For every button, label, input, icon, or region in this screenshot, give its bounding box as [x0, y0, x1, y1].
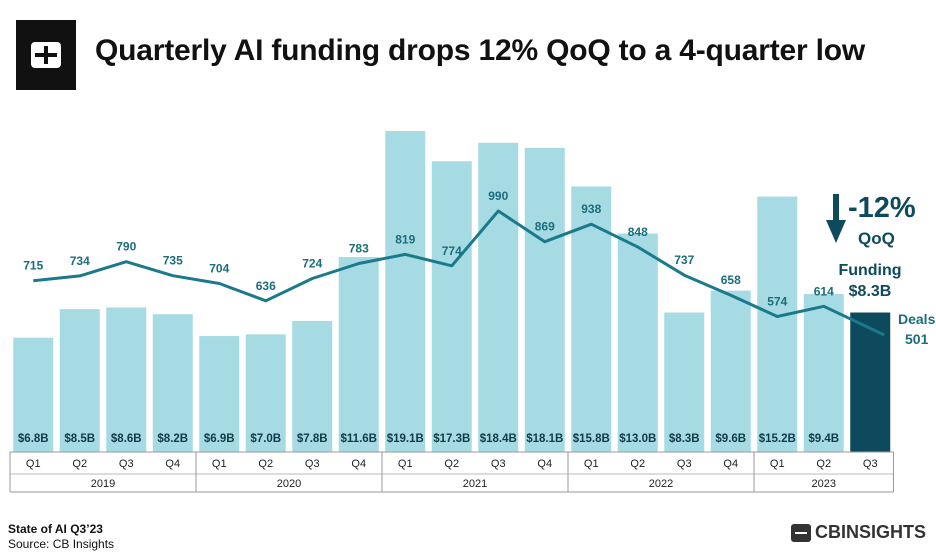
- bar-value-label: $8.5B: [64, 433, 95, 445]
- bar: [664, 312, 705, 452]
- bar: [478, 142, 519, 452]
- bar-value-label: $15.8B: [573, 433, 610, 445]
- bar: [571, 186, 612, 452]
- quarter-tick-label: Q1: [770, 458, 785, 470]
- bar-value-label: $9.6B: [715, 433, 746, 445]
- quarter-tick-label: Q2: [444, 458, 459, 470]
- deals-annotation-value: 501: [905, 331, 929, 347]
- quarter-tick-label: Q1: [584, 458, 599, 470]
- bar-value-label: $8.2B: [157, 433, 188, 445]
- bar: [245, 334, 286, 452]
- deal-value-label: 636: [256, 279, 276, 293]
- page-title: Quarterly AI funding drops 12% QoQ to a …: [95, 34, 866, 67]
- bar-value-label: $11.6B: [341, 433, 377, 445]
- quarter-tick-label: Q3: [677, 458, 692, 470]
- deal-value-label: 819: [395, 232, 415, 246]
- deal-value-label: 783: [349, 241, 369, 255]
- bar-value-label: $18.1B: [526, 433, 563, 445]
- deals-annotation-title: Deals: [898, 311, 936, 327]
- quarter-tick-label: Q3: [491, 458, 506, 470]
- quarter-tick-label: Q2: [630, 458, 645, 470]
- deal-value-label: 715: [23, 259, 43, 273]
- deal-value-label: 990: [488, 189, 508, 203]
- source-note: Source: CB Insights: [8, 537, 115, 551]
- bar: [617, 233, 658, 452]
- bar-value-label: $8.6B: [111, 433, 142, 445]
- deal-value-label: 848: [628, 225, 648, 239]
- year-label: 2023: [812, 478, 836, 490]
- brand-mark-icon: [790, 523, 811, 542]
- bar-value-label: $13.0B: [619, 433, 656, 445]
- bar-value-label: $19.1B: [387, 433, 424, 445]
- quarter-tick-label: Q1: [398, 458, 413, 470]
- year-label: 2020: [277, 478, 301, 490]
- quarter-tick-label: Q4: [723, 458, 738, 470]
- bar: [59, 309, 100, 452]
- deal-value-label: 737: [674, 253, 694, 267]
- deals-line: [33, 209, 885, 337]
- deal-value-label: 774: [442, 244, 462, 258]
- bar: [106, 307, 147, 452]
- bar-value-label: $17.3B: [433, 433, 470, 445]
- bar-value-label: $8.3B: [669, 433, 700, 445]
- deal-value-label: 938: [581, 202, 601, 216]
- quarter-tick-label: Q4: [537, 458, 552, 470]
- bar: [338, 257, 379, 452]
- bar: [199, 336, 240, 452]
- deal-value-label: 724: [302, 256, 322, 270]
- quarter-tick-label: Q1: [26, 458, 41, 470]
- cb-logo: [16, 20, 76, 90]
- quarter-tick-label: Q3: [863, 458, 878, 470]
- change-qoq: QoQ: [858, 229, 895, 248]
- brand-logo: CBINSIGHTS: [790, 522, 926, 543]
- bar: [431, 161, 472, 452]
- quarter-tick-label: Q2: [258, 458, 273, 470]
- bar: [710, 290, 751, 452]
- bar: [757, 196, 798, 452]
- quarter-tick-label: Q4: [351, 458, 366, 470]
- quarter-tick-label: Q2: [72, 458, 87, 470]
- bar-value-label: $9.4B: [808, 433, 839, 445]
- funding-annotation-value: $8.3B: [849, 283, 892, 300]
- bar-value-label: $6.8B: [18, 433, 49, 445]
- brand-text: CBINSIGHTS: [814, 522, 926, 542]
- bar-value-label: $15.2B: [759, 433, 796, 445]
- bar: [385, 131, 426, 452]
- down-arrow-head-icon: [826, 220, 846, 243]
- bar-value-label: $6.9B: [204, 433, 235, 445]
- deal-value-label: 658: [721, 273, 741, 287]
- bar: [524, 147, 565, 453]
- bar-value-label: $18.4B: [480, 433, 517, 445]
- quarter-tick-label: Q2: [816, 458, 831, 470]
- bar-value-label: $7.0B: [250, 433, 281, 445]
- deal-value-label: 614: [814, 284, 834, 298]
- deal-value-label: 704: [209, 262, 229, 276]
- quarter-tick-label: Q4: [165, 458, 180, 470]
- bar: [292, 320, 333, 452]
- deal-value-label: 735: [163, 254, 183, 268]
- deal-value-label: 869: [535, 220, 555, 234]
- year-label: 2021: [463, 478, 487, 490]
- bar: [13, 337, 54, 452]
- quarter-tick-label: Q3: [305, 458, 320, 470]
- bar-value-label: $7.8B: [297, 433, 328, 445]
- change-percent: -12%: [848, 192, 916, 224]
- bar: [152, 314, 193, 452]
- year-label: 2019: [91, 478, 115, 490]
- year-label: 2022: [649, 478, 673, 490]
- report-name: State of AI Q3’23: [8, 522, 103, 536]
- quarter-tick-label: Q3: [119, 458, 134, 470]
- deal-value-label: 574: [767, 294, 787, 308]
- deal-value-label: 734: [70, 254, 90, 268]
- funding-annotation-title: Funding: [838, 262, 901, 279]
- cb-logo-icon: [31, 42, 61, 68]
- down-arrow-icon: [833, 194, 839, 222]
- quarter-tick-label: Q1: [212, 458, 227, 470]
- deal-value-label: 790: [116, 240, 136, 254]
- bar: [803, 294, 844, 452]
